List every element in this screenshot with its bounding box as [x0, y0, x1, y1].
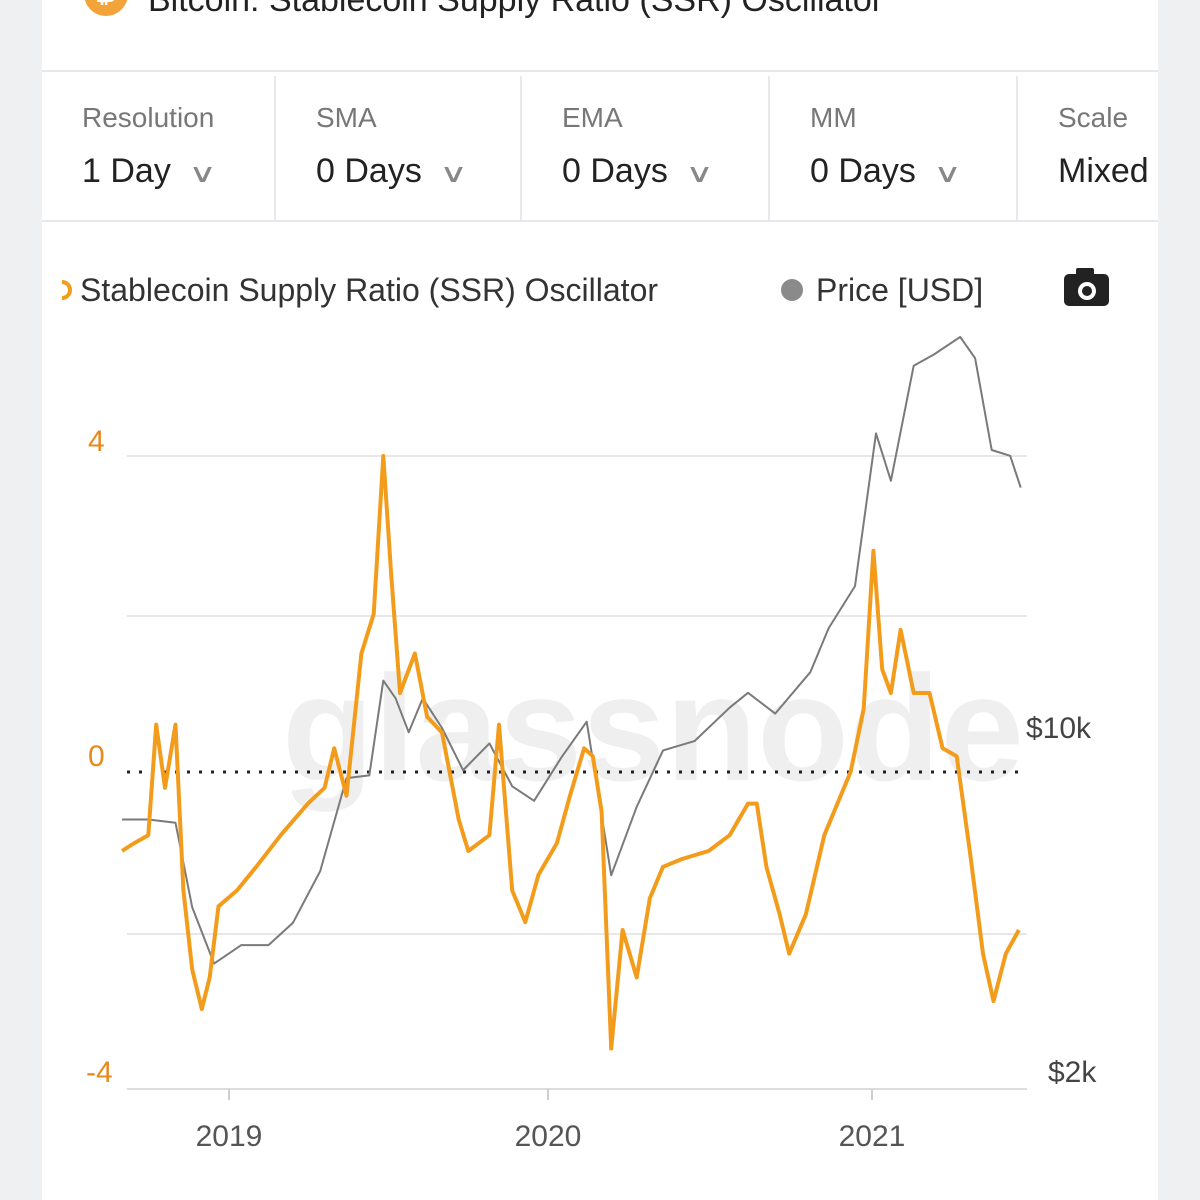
chevron-down-icon: ∨ — [685, 158, 714, 188]
scale-value: Mixed — [1058, 152, 1149, 190]
resolution-value: 1 Day — [82, 152, 171, 190]
chart-toolbar: Resolution 1 Day ∨ SMA 0 Days ∨ EMA 0 Days… — [42, 76, 1158, 222]
y-right-tick: $2k — [1048, 1056, 1097, 1089]
y-left-tick: -4 — [86, 1056, 113, 1089]
ema-label: EMA — [562, 102, 623, 133]
legend-ssr[interactable]: Stablecoin Supply Ratio (SSR) Oscillator — [80, 272, 658, 308]
ssr-series-line — [120, 454, 1021, 1051]
chevron-down-icon: ∨ — [439, 158, 468, 188]
x-tick: 2021 — [839, 1120, 906, 1153]
y-left-tick: 0 — [88, 740, 105, 773]
chevron-down-icon: ∨ — [933, 158, 962, 188]
title-bar: ₿ Bitcoin: Stablecoin Supply Ratio (SSR)… — [42, 0, 1158, 72]
price-series-line — [122, 335, 1022, 965]
x-tick: 2020 — [515, 1120, 582, 1153]
price-legend-marker — [781, 279, 803, 301]
scale-label: Scale — [1058, 102, 1129, 133]
mm-label: MM — [810, 102, 857, 133]
x-tick: 2019 — [196, 1120, 263, 1153]
ema-value: 0 Days — [562, 152, 668, 190]
resolution-dropdown[interactable]: Resolution 1 Day ∨ — [42, 76, 276, 220]
y-left-tick: 4 — [88, 425, 105, 458]
resolution-label: Resolution — [82, 102, 215, 133]
chart-card: ₿ Bitcoin: Stablecoin Supply Ratio (SSR)… — [42, 0, 1158, 1200]
camera-icon[interactable] — [1064, 268, 1109, 306]
bitcoin-logo-icon: ₿ — [84, 0, 128, 16]
watermark: glassnode — [282, 644, 1024, 812]
sma-value: 0 Days — [316, 152, 422, 190]
ssr-legend-marker — [61, 280, 72, 300]
x-axis-ticks — [228, 1089, 873, 1100]
ema-dropdown[interactable]: EMA 0 Days ∨ — [522, 76, 770, 220]
chevron-down-icon: ∨ — [188, 158, 217, 188]
sma-label: SMA — [316, 102, 377, 133]
legend-price[interactable]: Price [USD] — [816, 272, 983, 308]
sma-dropdown[interactable]: SMA 0 Days ∨ — [276, 76, 522, 220]
mm-value: 0 Days — [810, 152, 916, 190]
page-title: Bitcoin: Stablecoin Supply Ratio (SSR) O… — [148, 0, 884, 19]
scale-dropdown[interactable]: Scale Mixed — [1018, 76, 1158, 220]
y-right-tick: $10k — [1026, 712, 1092, 745]
mm-dropdown[interactable]: MM 0 Days ∨ — [770, 76, 1018, 220]
